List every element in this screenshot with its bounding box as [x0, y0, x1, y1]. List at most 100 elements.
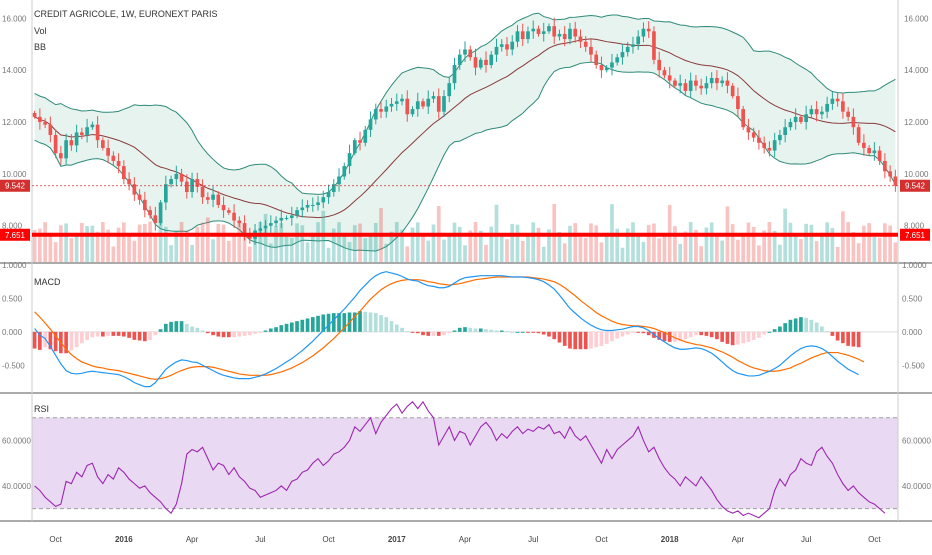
candle-body — [200, 186, 205, 198]
price-tick-label-left: 8.000 — [2, 222, 23, 231]
volume-bar — [799, 239, 803, 262]
macd-histogram-bar — [736, 331, 740, 345]
volume-bar — [247, 246, 252, 262]
macd-histogram-bar — [583, 331, 588, 350]
candle-body — [452, 65, 457, 84]
macd-histogram-bar — [400, 327, 404, 332]
volume-bar — [352, 225, 357, 262]
volume-bar — [59, 225, 63, 262]
volume-bar — [279, 223, 284, 262]
volume-bar — [862, 225, 866, 262]
macd-histogram-bar — [473, 328, 478, 332]
macd-histogram-bar — [562, 331, 567, 346]
candle-body — [74, 132, 79, 146]
candle-body — [767, 147, 772, 151]
volume-bar — [673, 226, 677, 262]
support-label-left: 7.651 — [5, 231, 26, 240]
candle-body — [101, 140, 105, 148]
volume-bar — [237, 222, 242, 262]
candle-body — [64, 140, 68, 159]
macd-histogram-bar — [101, 331, 105, 337]
macd-histogram-bar — [510, 331, 515, 333]
candle-body — [673, 80, 677, 86]
volume-bar — [431, 224, 436, 262]
volume-bar — [536, 227, 541, 262]
macd-histogram-bar — [594, 331, 599, 348]
candle-body — [132, 184, 137, 195]
macd-histogram-bar — [405, 331, 410, 333]
macd-histogram-bar — [90, 331, 95, 338]
candle-body — [641, 28, 646, 37]
macd-histogram-bar — [247, 331, 252, 336]
volume-bar — [888, 225, 892, 262]
volume-bar — [452, 222, 457, 262]
candle-body — [746, 127, 751, 133]
candle-body — [636, 36, 641, 45]
volume-bar — [510, 223, 515, 262]
volume-bar — [101, 222, 105, 262]
macd-tick-label-right: 0.000 — [902, 328, 923, 337]
volume-bar — [594, 225, 599, 262]
macd-histogram-bar — [552, 331, 557, 340]
volume-bar — [316, 222, 320, 262]
candle-body — [825, 103, 829, 112]
volume-bar — [331, 228, 336, 262]
macd-histogram-bar — [169, 321, 173, 332]
macd-histogram-bar — [452, 330, 457, 332]
volume-bar — [295, 223, 299, 262]
candle-body — [389, 103, 394, 107]
volume-bar — [305, 242, 310, 262]
macd-histogram-bar — [421, 331, 425, 336]
macd-histogram-bar — [641, 331, 646, 334]
macd-histogram-bar — [762, 331, 767, 335]
candle-body — [127, 179, 131, 185]
macd-histogram-bar — [279, 325, 284, 332]
time-tick-label: Oct — [595, 535, 608, 544]
volume-bar — [263, 213, 268, 262]
macd-histogram-bar — [284, 323, 289, 332]
candle-body — [494, 46, 499, 55]
candle-body — [48, 124, 53, 135]
candle-body — [405, 98, 410, 115]
macd-histogram-bar — [289, 322, 294, 332]
macd-histogram-bar — [436, 331, 441, 336]
volume-bar — [415, 222, 420, 262]
volume-bar — [620, 247, 625, 262]
volume-bar — [604, 232, 609, 262]
volume-bar — [846, 222, 850, 262]
candle-body — [43, 122, 47, 125]
macd-histogram-bar — [809, 319, 814, 332]
macd-histogram-bar — [814, 322, 819, 332]
candle-body — [368, 119, 373, 130]
volume-bar — [268, 243, 273, 262]
macd-histogram-bar — [331, 313, 336, 332]
macd-histogram-bar — [384, 317, 389, 332]
candle-body — [688, 80, 693, 91]
macd-histogram-bar — [757, 331, 761, 338]
candle-body — [342, 166, 347, 177]
volume-bar — [342, 233, 347, 262]
volume-bar — [804, 223, 808, 262]
volume-bar — [211, 239, 215, 262]
candle-body — [316, 202, 320, 205]
candle-body — [615, 57, 620, 63]
volume-bar — [741, 235, 746, 262]
rsi-band-fill — [32, 417, 898, 509]
volume-bar — [709, 222, 714, 262]
volume-bar — [184, 230, 189, 262]
candle-body — [116, 160, 121, 167]
volume-bar — [662, 236, 667, 262]
volume-bar — [74, 236, 79, 262]
candle-body — [578, 36, 583, 42]
volume-bar — [531, 222, 536, 262]
candle-body — [646, 28, 651, 32]
macd-histogram-bar — [646, 331, 651, 336]
last-price-marker-right — [900, 179, 930, 192]
candle-body — [258, 228, 263, 231]
volume-bar — [499, 235, 504, 262]
volume-bar — [652, 223, 656, 262]
volume-bar — [615, 228, 620, 262]
candle-body — [143, 199, 147, 211]
candle-body — [326, 192, 331, 198]
